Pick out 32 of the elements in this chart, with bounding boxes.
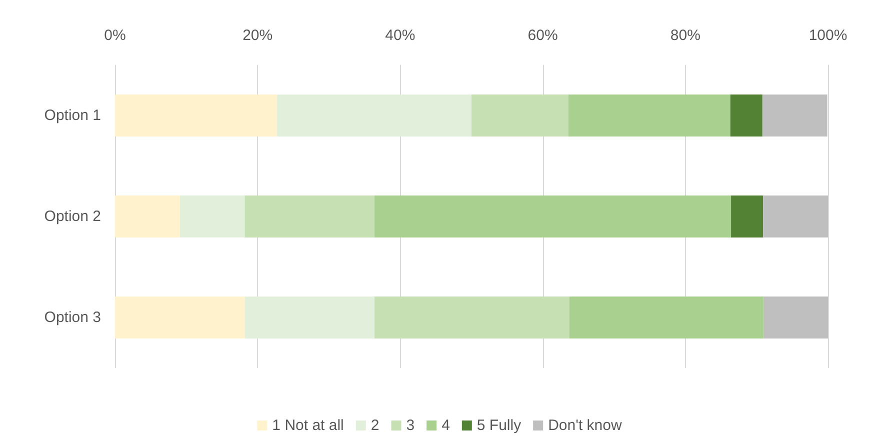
bar bbox=[762, 94, 828, 136]
x-tick-label: 20% bbox=[242, 27, 273, 44]
bar bbox=[180, 196, 245, 238]
bar bbox=[115, 94, 277, 136]
bar bbox=[731, 196, 764, 238]
legend-label: 5 Fully bbox=[476, 417, 522, 434]
x-tick-label: 60% bbox=[528, 27, 558, 44]
x-tick-label: 0% bbox=[104, 27, 126, 44]
bar bbox=[374, 196, 732, 238]
bar bbox=[374, 296, 570, 338]
legend-label: 2 bbox=[370, 417, 380, 434]
x-tick-label: 80% bbox=[670, 27, 700, 44]
bar bbox=[276, 94, 472, 136]
bar bbox=[115, 196, 180, 238]
bar bbox=[730, 94, 762, 136]
bar bbox=[764, 296, 828, 338]
legend-label: 4 bbox=[442, 417, 450, 434]
legend-label: Don't know bbox=[548, 417, 622, 434]
legend-label: 3 bbox=[406, 417, 415, 434]
bar bbox=[244, 196, 375, 238]
bar bbox=[763, 196, 828, 238]
y-tick-label: Option 1 bbox=[44, 107, 101, 124]
legend-label: 1 Not at all bbox=[272, 417, 344, 434]
bar bbox=[115, 296, 245, 338]
bar bbox=[568, 94, 730, 136]
bar bbox=[569, 296, 764, 338]
bar bbox=[244, 296, 375, 338]
y-tick-label: Option 3 bbox=[44, 309, 101, 326]
bar bbox=[472, 94, 568, 136]
y-tick-label: Option 2 bbox=[44, 208, 101, 225]
x-tick-label: 100% bbox=[808, 27, 848, 44]
x-tick-label: 40% bbox=[385, 27, 416, 44]
